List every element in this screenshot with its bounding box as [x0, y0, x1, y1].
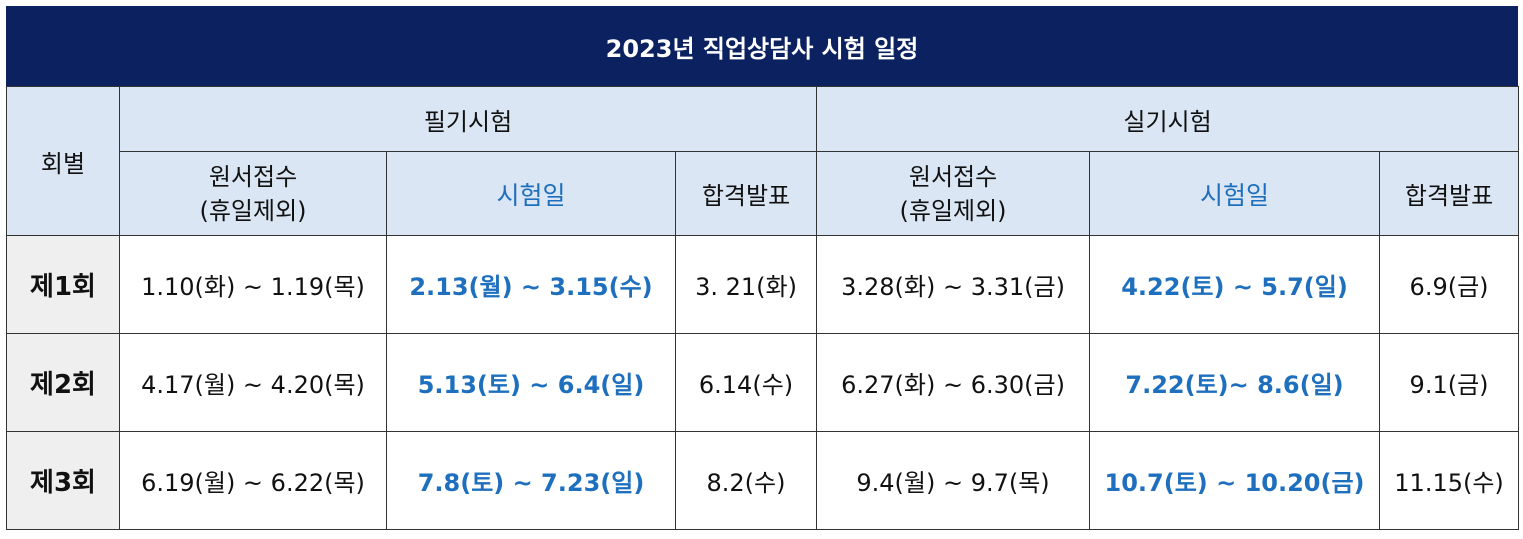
written-result-cell: 6.14(수) — [674, 333, 818, 432]
practical-exam-cell: 10.7(토) ~ 10.20(금) — [1089, 431, 1381, 530]
application-label: 원서접수 — [208, 162, 298, 191]
practical-result-cell: 6.9(금) — [1379, 235, 1520, 334]
header-row-2: 원서접수 (휴일제외) 시험일 합격발표 원서접수 (휴일제외) 시험일 합격발… — [7, 151, 1520, 236]
written-exam-cell: 2.13(월) ~ 3.15(수) — [386, 235, 676, 334]
written-result-cell: 3. 21(화) — [674, 235, 818, 334]
practical-application-cell: 6.27(화) ~ 6.30(금) — [816, 333, 1091, 432]
header-written: 필기시험 — [118, 86, 818, 152]
header-practical: 실기시험 — [816, 86, 1520, 152]
table-row: 제3회 6.19(월) ~ 6.22(목) 7.8(토) ~ 7.23(일) 8… — [6, 431, 1520, 530]
practical-application-cell: 9.4(월) ~ 9.7(목) — [816, 431, 1091, 530]
table-row: 제2회 4.17(월) ~ 4.20(목) 5.13(토) ~ 6.4(일) 6… — [6, 333, 1520, 432]
application-note: (휴일제외) — [899, 196, 1007, 225]
schedule-container: 2023년 직업상담사 시험 일정 회별 필기시험 실기시험 원서접수 (휴일제… — [6, 6, 1520, 530]
header-practical-result: 합격발표 — [1379, 151, 1520, 236]
practical-result-cell: 11.15(수) — [1379, 431, 1520, 530]
practical-exam-cell: 7.22(토)~ 8.6(일) — [1089, 333, 1381, 432]
practical-exam-cell: 4.22(토) ~ 5.7(일) — [1089, 235, 1381, 334]
practical-application-cell: 3.28(화) ~ 3.31(금) — [816, 235, 1091, 334]
written-exam-cell: 5.13(토) ~ 6.4(일) — [386, 333, 676, 432]
table-title: 2023년 직업상담사 시험 일정 — [6, 6, 1518, 86]
written-application-cell: 4.17(월) ~ 4.20(목) — [119, 333, 387, 432]
written-application-cell: 1.10(화) ~ 1.19(목) — [119, 235, 387, 334]
round-cell: 제1회 — [6, 235, 120, 334]
round-cell: 제2회 — [6, 333, 120, 432]
schedule-table: 회별 필기시험 실기시험 원서접수 (휴일제외) 시험일 합격발표 원서접수 (… — [6, 86, 1520, 530]
header-practical-exam-day: 시험일 — [1089, 151, 1381, 236]
header-written-exam-day: 시험일 — [386, 151, 676, 236]
header-written-application: 원서접수 (휴일제외) — [119, 151, 387, 236]
round-cell: 제3회 — [6, 431, 120, 530]
header-row-1: 회별 필기시험 실기시험 — [6, 86, 1520, 236]
table-row: 제1회 1.10(화) ~ 1.19(목) 2.13(월) ~ 3.15(수) … — [6, 235, 1520, 334]
header-practical-application: 원서접수 (휴일제외) — [816, 151, 1091, 236]
header-written-result: 합격발표 — [674, 151, 818, 236]
written-result-cell: 8.2(수) — [674, 431, 818, 530]
practical-result-cell: 9.1(금) — [1379, 333, 1520, 432]
application-note: (휴일제외) — [199, 196, 307, 225]
written-application-cell: 6.19(월) ~ 6.22(목) — [119, 431, 387, 530]
written-exam-cell: 7.8(토) ~ 7.23(일) — [386, 431, 676, 530]
application-label: 원서접수 — [908, 162, 998, 191]
header-round: 회별 — [6, 86, 120, 236]
